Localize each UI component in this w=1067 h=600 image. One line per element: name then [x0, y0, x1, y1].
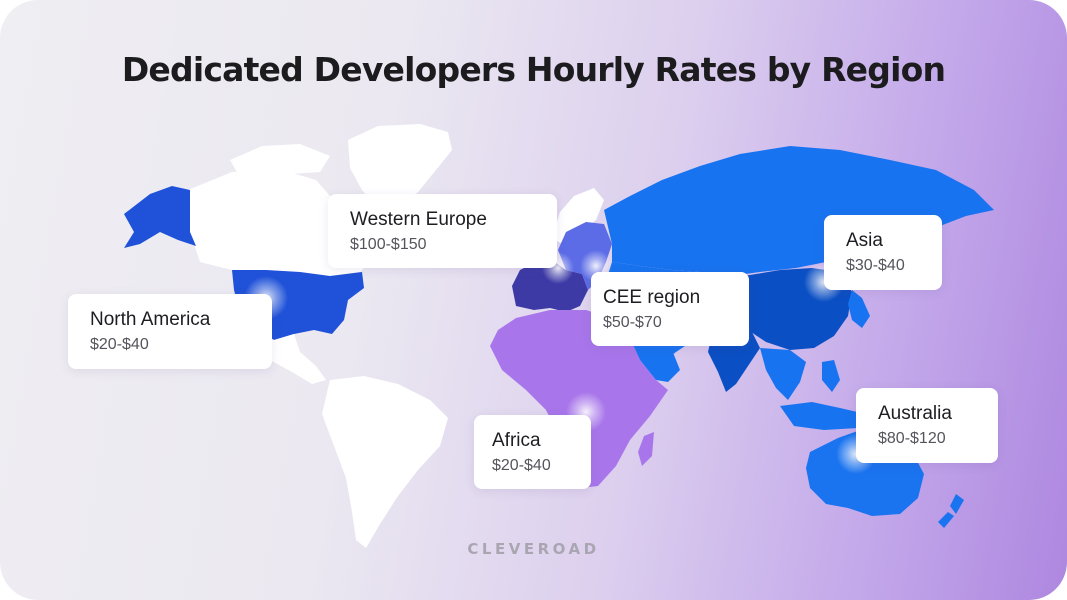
region-rate: $50-$70 — [603, 314, 662, 331]
region-label-cee: CEE region $50-$70 — [591, 272, 749, 346]
region-rate: $80-$120 — [878, 430, 946, 447]
new-zealand-shape — [950, 494, 964, 514]
new-zealand-south-shape — [938, 512, 954, 528]
region-label-australia: Australia $80-$120 — [856, 388, 998, 463]
region-name: Africa — [492, 430, 541, 451]
arctic-islands-shape — [230, 144, 330, 178]
greenland-shape — [348, 124, 452, 208]
region-label-western-europe: Western Europe $100-$150 — [328, 194, 557, 268]
mexico-shape — [240, 312, 326, 384]
region-rate: $20-$40 — [90, 336, 149, 353]
arabia-shape — [630, 336, 680, 382]
region-name: North America — [90, 309, 211, 330]
brand-logo: CLEVEROAD — [467, 540, 600, 558]
indonesia-shape — [780, 402, 866, 430]
southeast-asia-shape — [760, 348, 806, 400]
japan-shape — [848, 290, 870, 328]
region-name: Western Europe — [350, 209, 487, 230]
region-label-africa: Africa $20-$40 — [474, 415, 591, 489]
philippines-shape — [822, 360, 840, 392]
region-rate: $20-$40 — [492, 457, 551, 474]
madagascar-shape — [638, 432, 654, 466]
region-label-asia: Asia $30-$40 — [824, 215, 942, 290]
south-america-shape — [322, 376, 448, 548]
region-label-north-america: North America $20-$40 — [68, 294, 272, 369]
region-rate: $30-$40 — [846, 257, 905, 274]
region-name: Australia — [878, 403, 952, 424]
page-title: Dedicated Developers Hourly Rates by Reg… — [121, 50, 946, 89]
region-name: CEE region — [603, 287, 701, 308]
region-rate: $100-$150 — [350, 236, 427, 253]
scandinavia-shape — [552, 188, 604, 246]
alaska-shape — [124, 186, 196, 248]
region-name: Asia — [846, 230, 883, 251]
